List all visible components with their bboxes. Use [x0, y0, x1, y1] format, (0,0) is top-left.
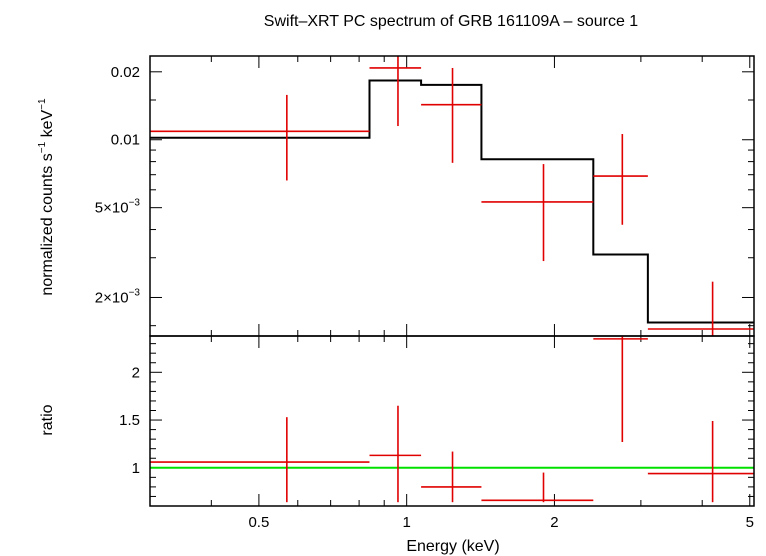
ratio-panel: 11.52 — [119, 335, 755, 507]
ratio-plot-frame — [149, 335, 755, 507]
data-point — [369, 56, 422, 127]
data-point — [421, 451, 482, 503]
data-point — [481, 164, 594, 262]
y-label-sup1: −1 — [37, 141, 48, 153]
data-point — [150, 94, 370, 181]
chart-title: Swift–XRT PC spectrum of GRB 161109A – s… — [264, 13, 639, 30]
x-tick-label: 1 — [402, 514, 410, 531]
data-point — [593, 134, 648, 225]
y-tick-label: 2×10−3 — [95, 287, 141, 306]
data-point — [647, 281, 754, 336]
ratio-y-axis-label: ratio — [39, 404, 56, 435]
x-tick-label: 2 — [550, 514, 558, 531]
data-point — [421, 67, 482, 163]
y-tick-label: 0.01 — [111, 132, 140, 149]
data-point — [369, 405, 422, 503]
x-tick-label: 5 — [746, 514, 754, 531]
y-tick-label: 2 — [132, 364, 140, 381]
spectrum-y-axis-label: normalized counts s−1 keV−1 — [37, 98, 56, 296]
y-label-sup2: −1 — [37, 98, 48, 110]
y-tick-label-exp: −3 — [129, 287, 141, 298]
y-tick-label: 1.5 — [119, 412, 140, 429]
model-step-line — [150, 79, 754, 324]
data-point — [481, 472, 594, 503]
x-axis-label: Energy (keV) — [406, 538, 499, 555]
x-tick-label: 0.5 — [248, 514, 269, 531]
data-point — [593, 336, 648, 443]
y-tick-label: 0.02 — [111, 64, 140, 81]
y-tick-label-exp: −3 — [129, 198, 141, 209]
spectrum-panel: 0.020.015×10−32×10−3 — [95, 55, 755, 337]
y-label-mid: keV — [39, 110, 56, 142]
y-tick-label-base: 5×10 — [95, 200, 129, 217]
y-tick-label-base: 2×10 — [95, 289, 129, 306]
y-tick-label: 1 — [132, 460, 140, 477]
y-label-main: normalized counts s — [39, 153, 56, 295]
data-point — [647, 421, 754, 503]
y-tick-label: 5×10−3 — [95, 198, 141, 217]
data-point — [150, 417, 370, 503]
